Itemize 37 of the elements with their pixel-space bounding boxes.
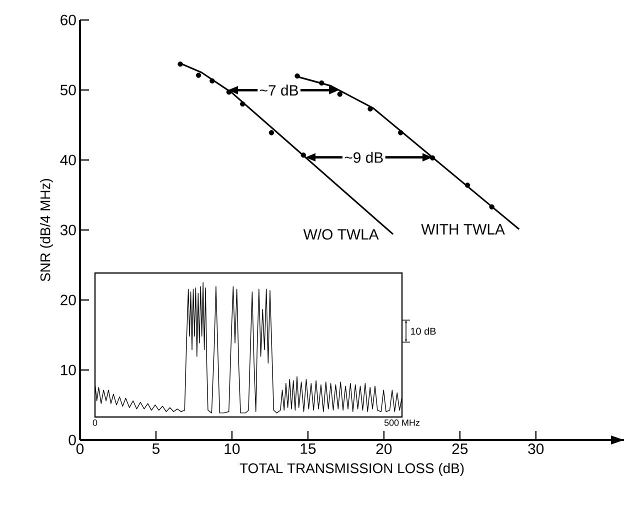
y-tick-label: 0 (68, 434, 76, 446)
point (319, 80, 324, 86)
x-tick-label: 25 (452, 444, 468, 454)
y-tick-label: 50 (60, 84, 76, 96)
point (178, 61, 183, 67)
x-tick-label: 500 MHz (384, 420, 420, 426)
annotation: ~9 dB (344, 152, 383, 163)
point (240, 101, 246, 107)
point (294, 73, 300, 79)
annotation: ~7 dB (260, 84, 298, 96)
y-tick-label: 40 (60, 154, 76, 166)
point (300, 152, 306, 158)
series-label: W/O TWLA (303, 228, 379, 240)
y-tick-label: 30 (60, 224, 76, 236)
y-tick-label: 10 (61, 364, 76, 376)
x-tick-label: 5 (152, 444, 160, 454)
point (464, 182, 470, 188)
y-tick-label: 60 (60, 14, 76, 26)
y-tick-label: 20 (60, 294, 76, 306)
point (268, 130, 274, 136)
point (368, 106, 373, 112)
x-tick-label: 20 (376, 444, 392, 454)
x-tick-label: 0 (76, 444, 84, 454)
point (337, 92, 342, 97)
point (398, 130, 404, 136)
y-axis-title: SNR (dB/4 MHz) (40, 178, 54, 282)
point (430, 155, 436, 160)
point (226, 90, 232, 95)
x-tick-label: 10 (224, 444, 240, 454)
series-label: WITH TWLA (421, 224, 505, 234)
x-tick-label: 30 (528, 444, 544, 454)
annotation: 10 dB (410, 327, 436, 335)
x-tick-label: 15 (300, 444, 316, 454)
point (210, 78, 215, 84)
point (489, 204, 494, 210)
x-axis-title: TOTAL TRANSMISSION LOSS (dB) (240, 462, 464, 476)
point (196, 72, 202, 78)
